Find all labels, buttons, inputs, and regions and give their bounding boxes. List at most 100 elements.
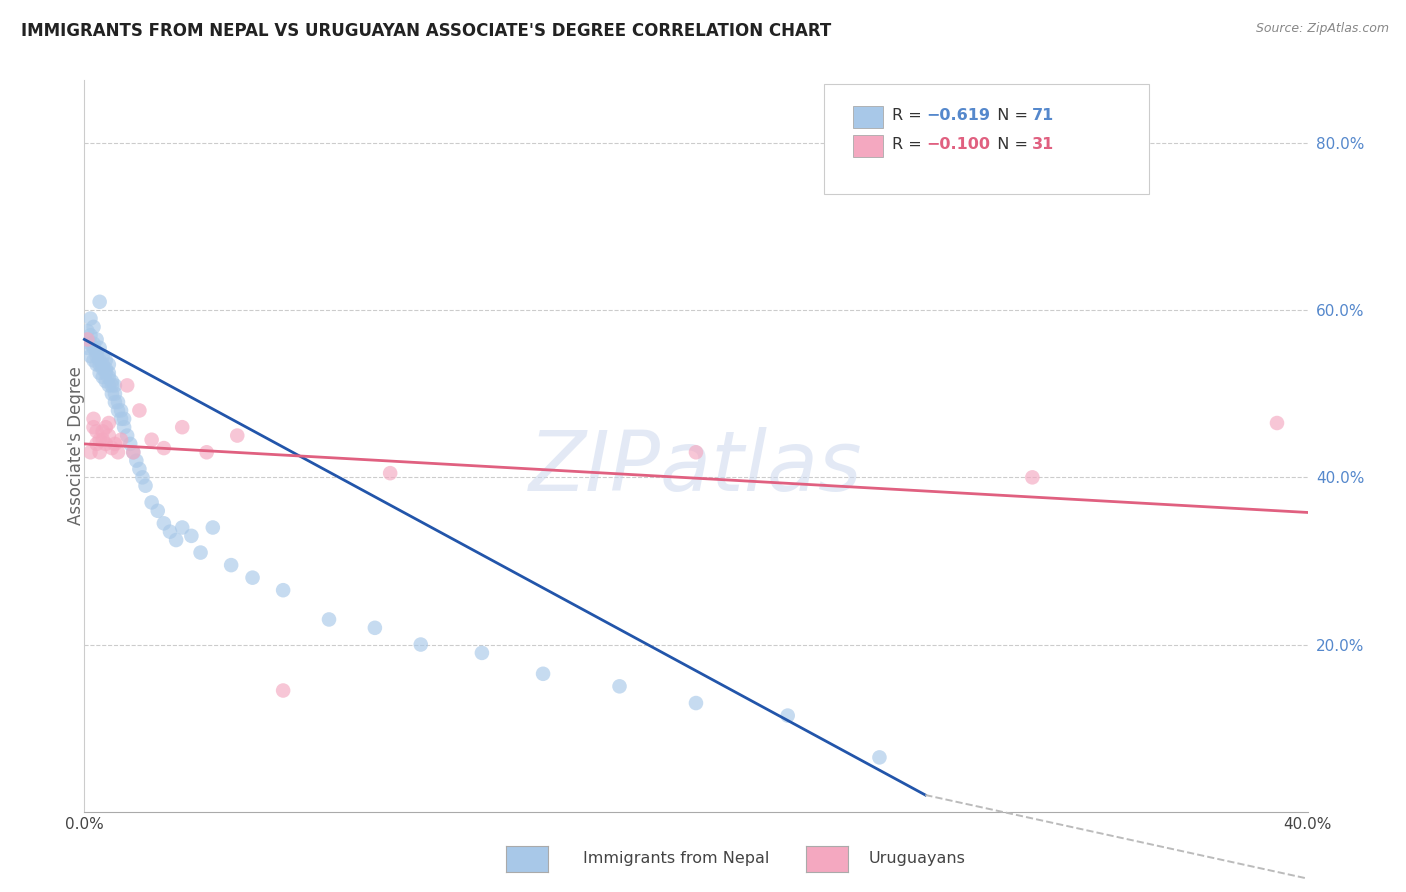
Point (94, 374, 117, 388)
Point (201, 520, 224, 534)
Point (89, 353, 111, 368)
Text: N =: N = (987, 108, 1033, 123)
Point (79, 349, 101, 363)
Point (101, 441, 124, 455)
Text: 71: 71 (1032, 108, 1054, 123)
Point (94, 361, 117, 376)
Point (131, 470, 153, 484)
Point (135, 479, 157, 493)
Point (89, 366, 111, 380)
Text: R =: R = (891, 137, 927, 153)
Point (107, 395, 129, 409)
Point (97, 358, 120, 372)
Point (531, 666, 554, 681)
Point (91, 358, 114, 372)
FancyBboxPatch shape (852, 106, 883, 128)
Point (86, 345, 108, 359)
Point (79, 328, 101, 343)
Point (110, 403, 132, 417)
Point (153, 516, 176, 531)
Point (101, 378, 124, 392)
Point (107, 445, 129, 459)
Point (271, 683, 294, 698)
Point (97, 366, 120, 380)
Point (172, 520, 194, 534)
Text: Immigrants from Nepal: Immigrants from Nepal (583, 851, 770, 865)
Point (120, 437, 142, 451)
Point (86, 425, 108, 439)
Point (76, 324, 98, 338)
Point (76, 341, 98, 355)
Point (86, 333, 108, 347)
Point (83, 336, 105, 351)
Point (146, 504, 169, 518)
Point (242, 571, 264, 585)
Point (91, 361, 114, 376)
Point (122, 445, 145, 459)
Text: 31: 31 (1032, 137, 1054, 153)
Text: R =: R = (891, 108, 927, 123)
Point (409, 638, 432, 652)
FancyBboxPatch shape (824, 84, 1149, 194)
Point (122, 445, 145, 459)
Text: IMMIGRANTS FROM NEPAL VS URUGUAYAN ASSOCIATE'S DEGREE CORRELATION CHART: IMMIGRANTS FROM NEPAL VS URUGUAYAN ASSOC… (21, 22, 831, 40)
Point (165, 533, 187, 547)
Point (141, 495, 163, 509)
Point (128, 403, 150, 417)
Point (97, 370, 120, 384)
Point (101, 374, 124, 388)
Point (97, 416, 120, 430)
Point (89, 445, 111, 459)
Y-axis label: Associate's Degree: Associate's Degree (67, 367, 84, 525)
Point (86, 437, 108, 451)
Point (115, 378, 138, 392)
Point (271, 583, 294, 598)
Point (97, 378, 120, 392)
Point (364, 621, 387, 635)
Point (318, 612, 340, 626)
Text: Uruguayans: Uruguayans (869, 851, 966, 865)
FancyBboxPatch shape (852, 136, 883, 157)
Point (94, 366, 117, 380)
Point (172, 420, 194, 434)
Point (219, 558, 242, 573)
Point (89, 294, 111, 309)
Point (104, 378, 127, 392)
Point (380, 466, 402, 480)
Point (89, 341, 111, 355)
Point (91, 433, 114, 447)
Text: ZIPatlas: ZIPatlas (529, 427, 863, 508)
Point (97, 428, 120, 442)
Point (776, 708, 799, 723)
Point (685, 696, 707, 710)
Point (128, 462, 150, 476)
Point (79, 311, 101, 326)
Point (83, 412, 105, 426)
Point (91, 370, 114, 384)
Point (190, 545, 212, 559)
Point (89, 433, 111, 447)
Point (471, 646, 494, 660)
Point (86, 349, 108, 363)
Point (104, 386, 127, 401)
Point (79, 336, 101, 351)
Point (86, 358, 108, 372)
Point (115, 428, 138, 442)
Text: −0.619: −0.619 (927, 108, 990, 123)
Point (91, 349, 114, 363)
Point (125, 453, 148, 467)
Point (110, 433, 132, 447)
Point (89, 358, 111, 372)
Point (94, 437, 117, 451)
Point (94, 420, 117, 434)
Point (76, 333, 98, 347)
Point (107, 403, 129, 417)
Point (226, 428, 249, 442)
Point (79, 445, 101, 459)
Point (180, 529, 202, 543)
Point (195, 445, 218, 459)
Point (112, 420, 135, 434)
Point (83, 341, 105, 355)
Point (112, 412, 135, 426)
Point (869, 750, 891, 764)
